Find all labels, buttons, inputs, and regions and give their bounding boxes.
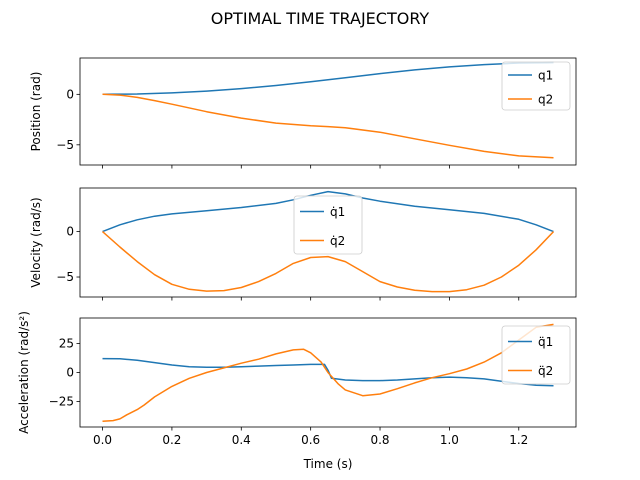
y-tick-label: 0 bbox=[66, 87, 74, 101]
legend-label: q̈1 bbox=[538, 335, 553, 349]
x-tick-label: 1.0 bbox=[440, 433, 459, 447]
legend-box bbox=[293, 195, 363, 255]
legend-box bbox=[501, 61, 571, 111]
subplot-3: 0.0 0.2 0.4 0.6 0.8 1.0 1.2 −25 0 25 Acceleration … bbox=[17, 311, 577, 447]
x-tick-label: 0.0 bbox=[93, 433, 112, 447]
legend: q̇1 q̇2 bbox=[293, 195, 363, 255]
y-tick-label: −5 bbox=[56, 270, 74, 284]
series-line-2-2 bbox=[102, 231, 555, 293]
legend-label: q̇2 bbox=[330, 234, 345, 248]
y-axis-label: Velocity (rad/s) bbox=[29, 197, 43, 287]
legend-box bbox=[501, 325, 571, 385]
series-line-3-1 bbox=[102, 357, 554, 387]
y-tick-label: 0 bbox=[66, 225, 74, 239]
series-line-2-1 bbox=[102, 190, 554, 233]
legend: q̈1 q̈2 bbox=[501, 325, 571, 385]
legend-label: q̈2 bbox=[538, 364, 553, 378]
x-tick-label: 0.6 bbox=[301, 433, 320, 447]
legend-label: q̇1 bbox=[330, 205, 345, 219]
figure-title: OPTIMAL TIME TRAJECTORY bbox=[211, 9, 430, 28]
legend: q1 q2 bbox=[501, 61, 571, 111]
legend-label: q1 bbox=[538, 69, 553, 83]
x-tick-label: 0.4 bbox=[232, 433, 251, 447]
series-line-3-2 bbox=[102, 323, 554, 422]
subplot-panels: −5 0 Position (rad) q1 q2 −5 0 Velocity (rad/s)… bbox=[17, 57, 577, 447]
legend-label: q2 bbox=[538, 93, 553, 107]
subplot-1: −5 0 Position (rad) q1 q2 bbox=[29, 57, 577, 169]
y-axis-label: Acceleration (rad/s²) bbox=[17, 311, 31, 434]
y-tick-label: 25 bbox=[59, 337, 74, 351]
y-axis-label: Position (rad) bbox=[29, 72, 43, 152]
y-tick-label: 0 bbox=[66, 366, 74, 380]
series-line-1-1 bbox=[102, 61, 554, 96]
series-line-1-2 bbox=[102, 93, 554, 159]
x-tick-label: 0.8 bbox=[370, 433, 389, 447]
subplot-2: −5 0 Velocity (rad/s) q̇1 q̇2 bbox=[29, 187, 577, 301]
x-tick-label: 1.2 bbox=[509, 433, 528, 447]
plot-frame bbox=[79, 187, 577, 298]
x-axis-label: Time (s) bbox=[303, 457, 353, 471]
plot-frame bbox=[79, 57, 577, 166]
y-tick-label: −25 bbox=[49, 394, 74, 408]
y-tick-label: −5 bbox=[56, 138, 74, 152]
x-tick-label: 0.2 bbox=[162, 433, 181, 447]
